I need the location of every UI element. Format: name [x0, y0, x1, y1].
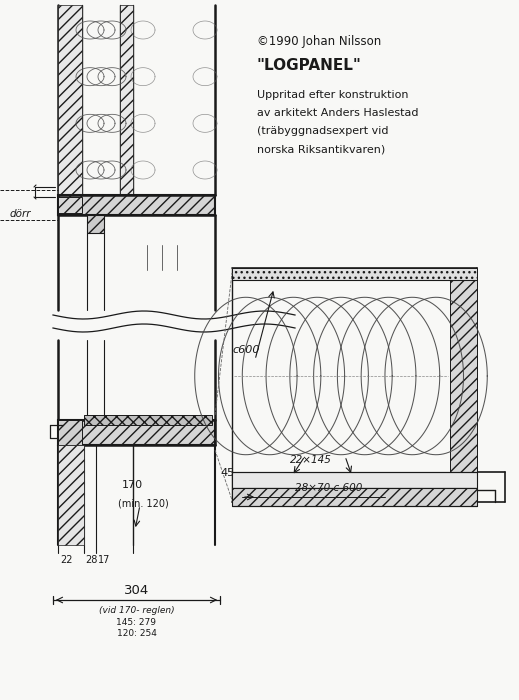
Bar	[84, 415, 212, 425]
Text: (vid 170- reglen): (vid 170- reglen)	[99, 606, 174, 615]
Text: dörr: dörr	[10, 209, 32, 219]
Text: 22×145: 22×145	[290, 455, 332, 465]
Bar	[58, 195, 215, 215]
Text: (träbyggnadsexpert vid: (träbyggnadsexpert vid	[257, 126, 389, 136]
Text: norska Riksantikvaren): norska Riksantikvaren)	[257, 144, 385, 154]
Text: ©1990 Johan Nilsson: ©1990 Johan Nilsson	[257, 35, 381, 48]
Text: 120: 254: 120: 254	[117, 629, 156, 638]
Text: 170: 170	[122, 480, 143, 490]
Text: "LOGPANEL": "LOGPANEL"	[257, 58, 362, 73]
Text: 45: 45	[220, 468, 234, 478]
Bar	[58, 197, 82, 213]
Text: av arkitekt Anders Haslestad: av arkitekt Anders Haslestad	[257, 108, 418, 118]
Bar	[232, 488, 477, 506]
Bar	[87, 215, 104, 233]
Text: c600: c600	[232, 345, 260, 355]
Bar	[450, 273, 477, 472]
Bar	[58, 420, 215, 445]
Text: 304: 304	[124, 584, 149, 597]
Text: (min. 120): (min. 120)	[118, 498, 169, 508]
Bar	[232, 268, 477, 280]
Text: Uppritad efter konstruktion: Uppritad efter konstruktion	[257, 90, 408, 100]
Text: 17: 17	[98, 555, 111, 565]
Bar	[120, 5, 133, 195]
Text: 28: 28	[85, 555, 98, 565]
Text: 22: 22	[60, 555, 73, 565]
Text: 28×70 c 600: 28×70 c 600	[295, 483, 362, 493]
Bar	[232, 472, 477, 488]
Text: 145: 279: 145: 279	[116, 618, 157, 627]
Bar	[58, 5, 82, 195]
Bar	[58, 445, 84, 545]
Bar	[58, 420, 82, 445]
